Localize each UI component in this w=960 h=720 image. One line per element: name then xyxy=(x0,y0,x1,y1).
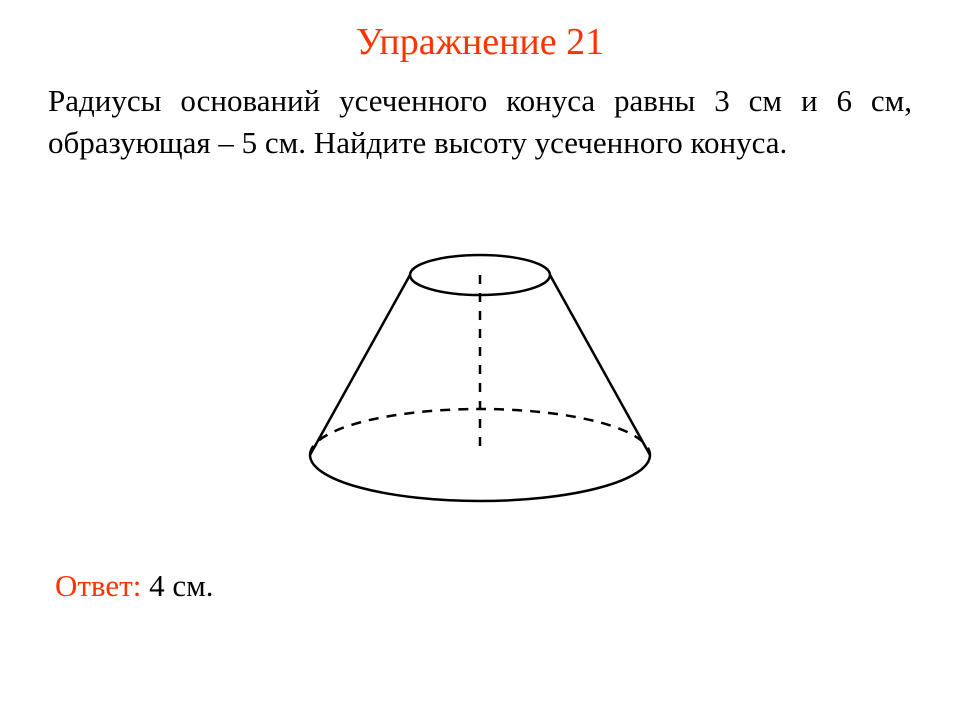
frustum-svg xyxy=(280,225,680,525)
slide: Упражнение 21 Радиусы оснований усеченно… xyxy=(0,0,960,720)
problem-statement: Радиусы оснований усеченного конуса равн… xyxy=(48,80,912,164)
exercise-title: Упражнение 21 xyxy=(0,20,960,64)
frustum-figure xyxy=(280,225,680,525)
answer-value: 4 см. xyxy=(149,568,213,603)
answer-line: Ответ: 4 см. xyxy=(55,568,213,604)
answer-label: Ответ: xyxy=(55,568,149,603)
